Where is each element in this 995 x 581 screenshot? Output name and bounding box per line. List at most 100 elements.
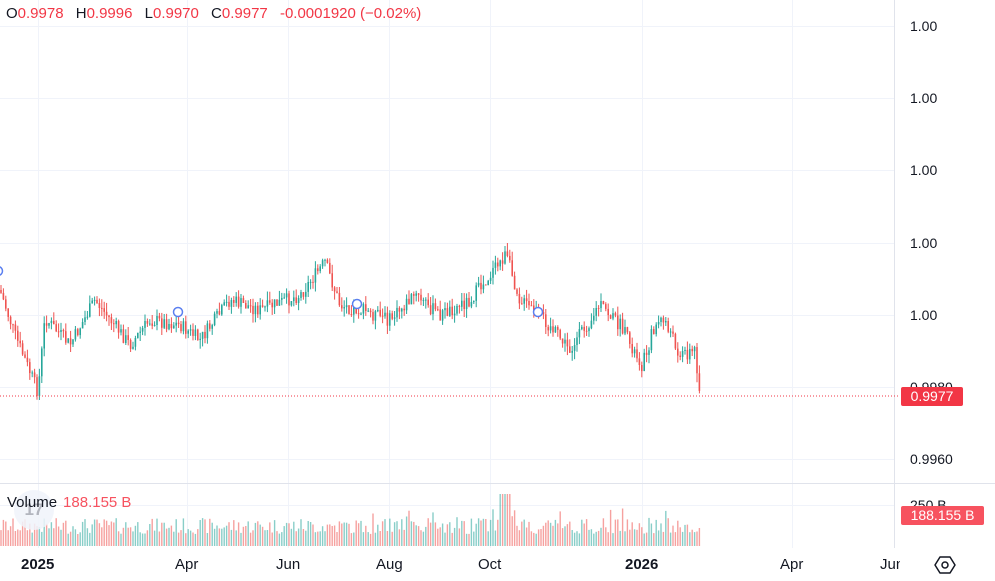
volume-bar — [14, 531, 17, 546]
volume-bar — [535, 533, 537, 546]
candle-body — [506, 251, 509, 256]
volume-bar — [552, 525, 554, 546]
candle-body — [542, 312, 545, 315]
volume-bar — [485, 519, 487, 546]
candle-body — [497, 262, 499, 267]
candle-body — [593, 315, 595, 321]
volume-bar — [7, 530, 9, 546]
volume-bar — [600, 527, 602, 546]
candle-body — [314, 268, 317, 283]
volume-bar — [158, 531, 161, 546]
candle-body — [96, 299, 98, 303]
candle-body — [617, 315, 619, 330]
candle-body — [317, 268, 319, 272]
volume-bar — [626, 519, 629, 546]
volume-bar — [597, 530, 600, 546]
volume-bar — [660, 523, 662, 546]
candle-body — [693, 347, 696, 352]
volume-bar — [645, 532, 648, 546]
candle-body — [576, 337, 578, 345]
candle-body — [578, 329, 581, 338]
volume-bar — [444, 532, 446, 546]
candle-body — [9, 316, 12, 325]
candle-body — [665, 321, 667, 323]
volume-bar — [290, 528, 293, 546]
candle-body — [614, 313, 617, 316]
candle-body — [175, 322, 177, 326]
candle-body — [545, 314, 547, 327]
candle-body — [69, 338, 72, 345]
volume-bar — [180, 530, 182, 546]
candle-body — [0, 290, 2, 293]
volume-bar — [93, 519, 96, 546]
candle-body — [110, 317, 113, 324]
dividend-marker[interactable] — [172, 306, 184, 318]
tradingview-logo[interactable]: 17 — [14, 490, 54, 530]
candle-body — [549, 326, 552, 331]
candle-body — [261, 305, 264, 307]
dividend-marker[interactable] — [0, 266, 4, 276]
volume-bar — [369, 533, 372, 546]
volume-bar — [24, 519, 26, 546]
volume-bar — [305, 530, 307, 546]
volume-bar — [122, 527, 125, 546]
high-label: H — [75, 5, 87, 22]
volume-bar — [619, 530, 621, 546]
volume-bar — [381, 521, 384, 546]
volume-bar — [403, 529, 405, 546]
volume-bar — [105, 520, 108, 546]
time-tick: Apr — [780, 556, 804, 573]
candle-body — [571, 350, 573, 353]
price-tick: 1.00 — [910, 90, 938, 106]
candle-body — [307, 282, 309, 292]
candle-body — [204, 331, 206, 339]
candle-body — [271, 302, 273, 308]
volume-bar — [689, 532, 691, 546]
volume-bar — [41, 531, 43, 546]
dividend-marker[interactable] — [532, 306, 544, 318]
volume-bar — [302, 529, 305, 546]
volume-bar — [631, 522, 633, 546]
candle-body — [441, 310, 444, 321]
candle-body — [554, 327, 557, 333]
volume-bar — [259, 524, 261, 546]
dividend-marker[interactable] — [351, 298, 363, 310]
candle-body — [163, 319, 165, 328]
volume-bar — [285, 522, 288, 546]
volume-bar — [163, 522, 165, 546]
volume-bar — [547, 520, 549, 546]
volume-bar — [36, 526, 38, 546]
candle-body — [177, 322, 180, 325]
volume-bar — [276, 531, 278, 546]
candle-body — [5, 299, 7, 309]
volume-bar — [420, 530, 422, 546]
candle-body — [319, 266, 321, 272]
candle-body — [501, 260, 504, 264]
candle-body — [432, 303, 434, 315]
candle-body — [151, 323, 153, 326]
candle-body — [417, 293, 420, 295]
candle-body — [45, 323, 48, 326]
candle-body — [33, 372, 36, 378]
candle-body — [269, 300, 271, 303]
candle-body — [691, 348, 693, 352]
volume-bar — [26, 530, 29, 546]
volume-bar — [295, 531, 297, 546]
settings-button[interactable] — [934, 554, 956, 576]
candle-body — [134, 338, 137, 347]
candle-body — [197, 329, 199, 341]
candle-body — [67, 338, 69, 343]
time-tick: Apr — [175, 556, 199, 573]
volume-bar — [427, 518, 429, 546]
volume-bar — [252, 530, 254, 546]
volume-bar — [633, 529, 636, 546]
candle-body — [86, 316, 89, 318]
volume-bar — [542, 525, 545, 546]
volume-bar — [477, 518, 480, 546]
candle-body — [170, 324, 173, 329]
candle-body — [557, 327, 559, 330]
candle-body — [50, 320, 53, 324]
volume-bar — [657, 530, 660, 546]
volume-bar — [684, 524, 686, 546]
